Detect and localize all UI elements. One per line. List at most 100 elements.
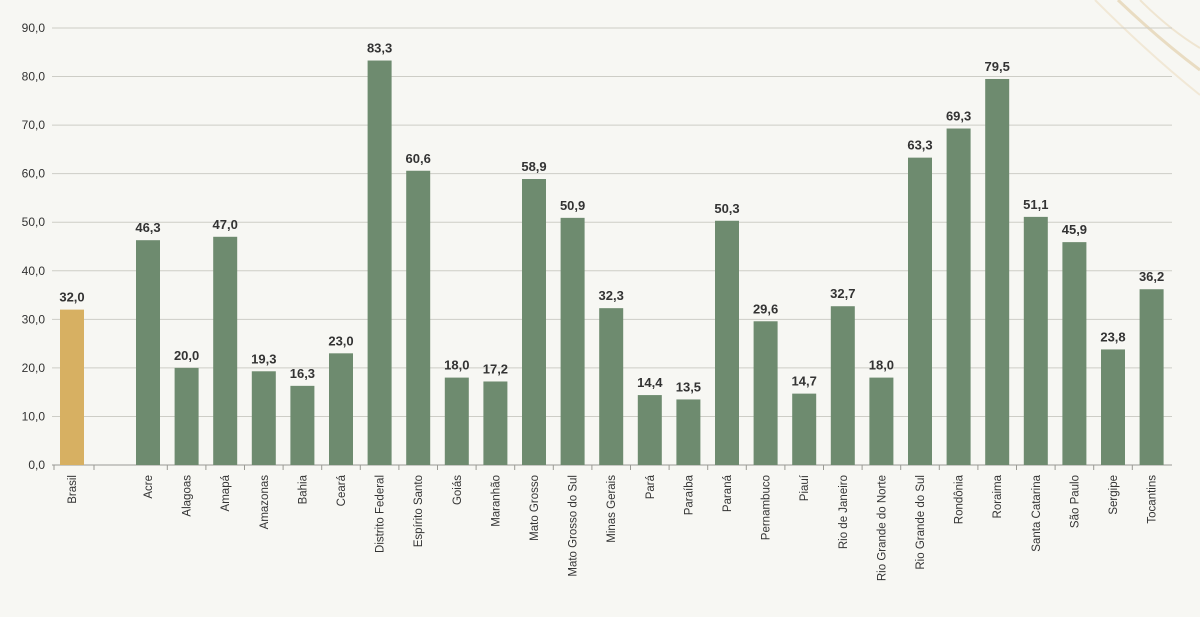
x-tick-label: Rio de Janeiro [838, 475, 850, 549]
x-tick-label: Espírito Santo [413, 475, 425, 547]
data-label: 32,7 [830, 286, 855, 301]
bar [1023, 216, 1048, 465]
x-tick-label: Amapá [220, 474, 232, 511]
corner-decoration [1094, 0, 1200, 96]
gridlines [52, 27, 1172, 470]
data-label: 69,3 [946, 109, 971, 124]
data-label: 32,3 [599, 288, 624, 303]
y-tick-label: 10,0 [22, 409, 46, 423]
bar [753, 321, 778, 465]
x-tick-label: Mato Grosso do Sul [568, 475, 580, 577]
bar [869, 377, 894, 465]
x-tick-label: Roraima [992, 474, 1004, 518]
data-label: 36,2 [1139, 269, 1164, 284]
data-label: 46,3 [135, 220, 160, 235]
x-tick-label: Pernambuco [761, 475, 773, 540]
y-tick-label: 0,0 [28, 458, 45, 472]
x-tick-label: Rio Grande do Sul [915, 475, 927, 570]
x-tick-label: Pará [645, 474, 657, 499]
x-tick-label: Goiás [452, 475, 464, 505]
bar [290, 385, 315, 465]
data-label: 14,7 [792, 374, 817, 389]
y-tick-label: 90,0 [22, 21, 46, 35]
bar [985, 78, 1010, 465]
bar [483, 381, 508, 465]
bar [522, 179, 546, 465]
data-label: 60,6 [406, 151, 431, 166]
data-label: 79,5 [985, 59, 1010, 74]
data-label: 29,6 [753, 301, 778, 316]
x-tick-label: Rondônia [954, 474, 966, 524]
x-tick-label: Paraíba [683, 474, 695, 515]
data-label: 51,1 [1023, 197, 1048, 212]
data-label: 14,4 [637, 375, 663, 390]
data-label: 17,2 [483, 361, 508, 376]
x-tick-label: Paraná [722, 474, 734, 512]
bar [599, 308, 624, 465]
x-tick-label: Santa Catarina [1031, 474, 1043, 551]
x-tick-label: Minas Gerais [606, 475, 618, 543]
bar [406, 170, 431, 465]
x-tick-label: Rio Grande do Norte [876, 475, 888, 581]
bar [560, 217, 585, 465]
x-tick-label: Bahia [297, 474, 309, 504]
y-tick-label: 60,0 [22, 167, 46, 181]
bars [60, 60, 1164, 466]
data-label: 19,3 [251, 351, 276, 366]
data-label: 47,0 [213, 217, 238, 232]
bar [136, 240, 160, 465]
data-label: 58,9 [521, 159, 546, 174]
y-tick-label: 20,0 [22, 361, 46, 375]
x-tick-label: Sergipe [1108, 475, 1120, 515]
bar [1101, 349, 1125, 465]
data-label: 32,0 [59, 290, 84, 305]
x-tick-label: Mato Grosso [529, 475, 541, 541]
x-tick-label: Alagoas [182, 475, 194, 517]
data-label: 16,3 [290, 366, 315, 381]
x-tick-label: Amazonas [259, 475, 271, 530]
data-label: 13,5 [676, 379, 701, 394]
bar [329, 353, 353, 465]
data-label: 50,9 [560, 198, 585, 213]
bar [830, 306, 855, 465]
bar [792, 393, 817, 465]
data-label: 63,3 [907, 138, 932, 153]
bar [367, 60, 392, 465]
bar [60, 309, 84, 465]
bar [637, 395, 662, 465]
bar [908, 157, 932, 466]
y-tick-label: 80,0 [22, 70, 46, 84]
x-axis-tick-labels: Brasil Acre Alagoas Amapá Amazonas Bahia Ceará… [67, 474, 1159, 581]
data-label: 20,0 [174, 348, 199, 363]
bar [444, 377, 469, 465]
data-label: 18,0 [444, 358, 469, 373]
x-tick-label: Acre [143, 475, 155, 499]
data-label: 23,8 [1100, 329, 1125, 344]
x-tick-label: Ceará [336, 474, 348, 506]
bar [1139, 289, 1164, 465]
bar [946, 128, 971, 465]
bar [715, 220, 739, 465]
y-axis-tick-labels: 0,0 10,0 20,0 30,0 40,0 50,0 60,0 70,0 80,0 90,0 [22, 21, 46, 472]
x-tick-label: São Paulo [1069, 475, 1081, 528]
y-tick-label: 50,0 [22, 215, 46, 229]
x-tick-label: Tocantins [1147, 475, 1159, 524]
data-label: 45,9 [1062, 222, 1087, 237]
data-labels: 32,0 46,3 20,0 47,0 19,3 16,3 23,0 83,3 60,6 18,0… [59, 41, 1164, 395]
data-label: 18,0 [869, 358, 894, 373]
bar [213, 236, 238, 465]
y-tick-label: 70,0 [22, 118, 46, 132]
y-tick-label: 40,0 [22, 264, 46, 278]
bar [1062, 242, 1087, 465]
bar [676, 399, 701, 465]
x-tick-label: Distrito Federal [375, 475, 387, 553]
x-tick-label: Maranhão [490, 475, 502, 527]
data-label: 83,3 [367, 41, 392, 56]
bar [174, 367, 199, 465]
data-label: 23,0 [328, 333, 353, 348]
x-tick-label: Brasil [67, 475, 79, 504]
data-label: 50,3 [714, 201, 739, 216]
x-tick-label: Piauí [799, 474, 811, 501]
